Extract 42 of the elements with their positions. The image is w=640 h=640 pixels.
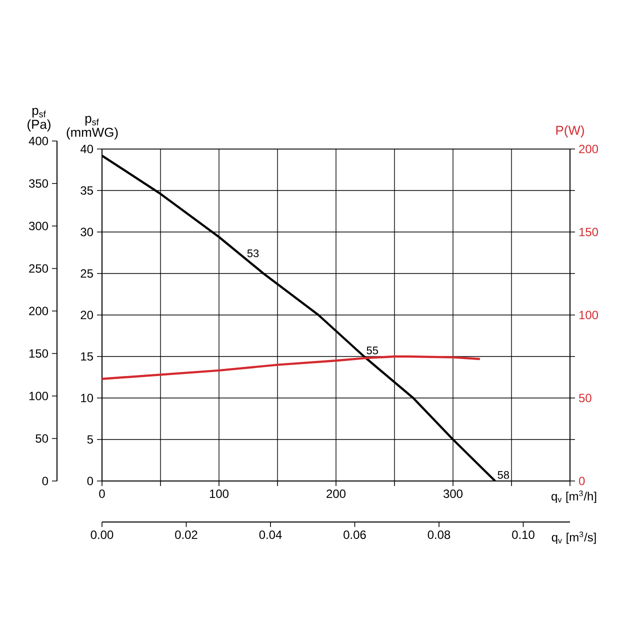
x-tick-label: 0 bbox=[99, 490, 105, 498]
y-tick-label: 10 bbox=[81, 394, 94, 402]
y2-axis-title: P(W) bbox=[556, 125, 584, 138]
y3-tick-label: 200 bbox=[29, 306, 48, 316]
x2-axis-title: q$_{v}$ [m$^{3}$/s] bbox=[552, 532, 596, 544]
y-tick-label: 40 bbox=[80, 144, 94, 154]
x-tick-label: 200 bbox=[326, 490, 346, 498]
x2-tick-label: 0.04 bbox=[259, 530, 282, 539]
x2-tick-label: 0.10 bbox=[512, 530, 534, 539]
y3-tick-label: 150 bbox=[29, 349, 48, 358]
x-tick-label: 100 bbox=[210, 490, 229, 498]
y2-tick-label: 100 bbox=[579, 310, 598, 320]
y3-tick-label: 250 bbox=[29, 264, 48, 273]
annotation: 55 bbox=[366, 346, 378, 354]
x2-tick-label: 0.02 bbox=[175, 530, 198, 539]
y3-tick-label: 0 bbox=[42, 476, 48, 486]
x-axis-title: q$_{v}$ [m$^{3}$/h] bbox=[552, 490, 596, 503]
y-tick-label: 5 bbox=[87, 435, 93, 444]
y3-axis-title: p$_{sf}$ (Pa) bbox=[28, 108, 50, 132]
annotation: 53 bbox=[247, 249, 259, 258]
x2-tick-label: 0.06 bbox=[344, 530, 366, 539]
y2-tick-label: 150 bbox=[579, 228, 598, 236]
y-tick-label: 30 bbox=[80, 228, 94, 236]
y3-tick-label: 300 bbox=[28, 222, 48, 230]
annotation: 58 bbox=[498, 471, 510, 479]
y2-tick-label: 0 bbox=[578, 476, 585, 486]
y3-tick-label: 100 bbox=[29, 392, 48, 400]
y-tick-label: 15 bbox=[81, 352, 93, 361]
y3-tick-label: 350 bbox=[28, 179, 48, 188]
y-tick-label: 35 bbox=[80, 186, 93, 195]
y-tick-label: 25 bbox=[80, 269, 93, 278]
x-tick-label: 300 bbox=[443, 490, 463, 498]
y-tick-label: 0 bbox=[87, 476, 94, 486]
x2-tick-label: 0.08 bbox=[428, 530, 450, 539]
x2-tick-label: 0.00 bbox=[90, 530, 114, 539]
y-tick-label: 20 bbox=[80, 310, 94, 320]
y3-tick-label: 400 bbox=[28, 136, 48, 146]
y-axis-title: p$_{sf}$ (mmWG) bbox=[66, 116, 118, 140]
y2-tick-label: 200 bbox=[579, 144, 598, 154]
line-series bbox=[102, 355, 482, 380]
y2-tick-label: 50 bbox=[579, 394, 592, 402]
y3-tick-label: 50 bbox=[36, 434, 48, 443]
